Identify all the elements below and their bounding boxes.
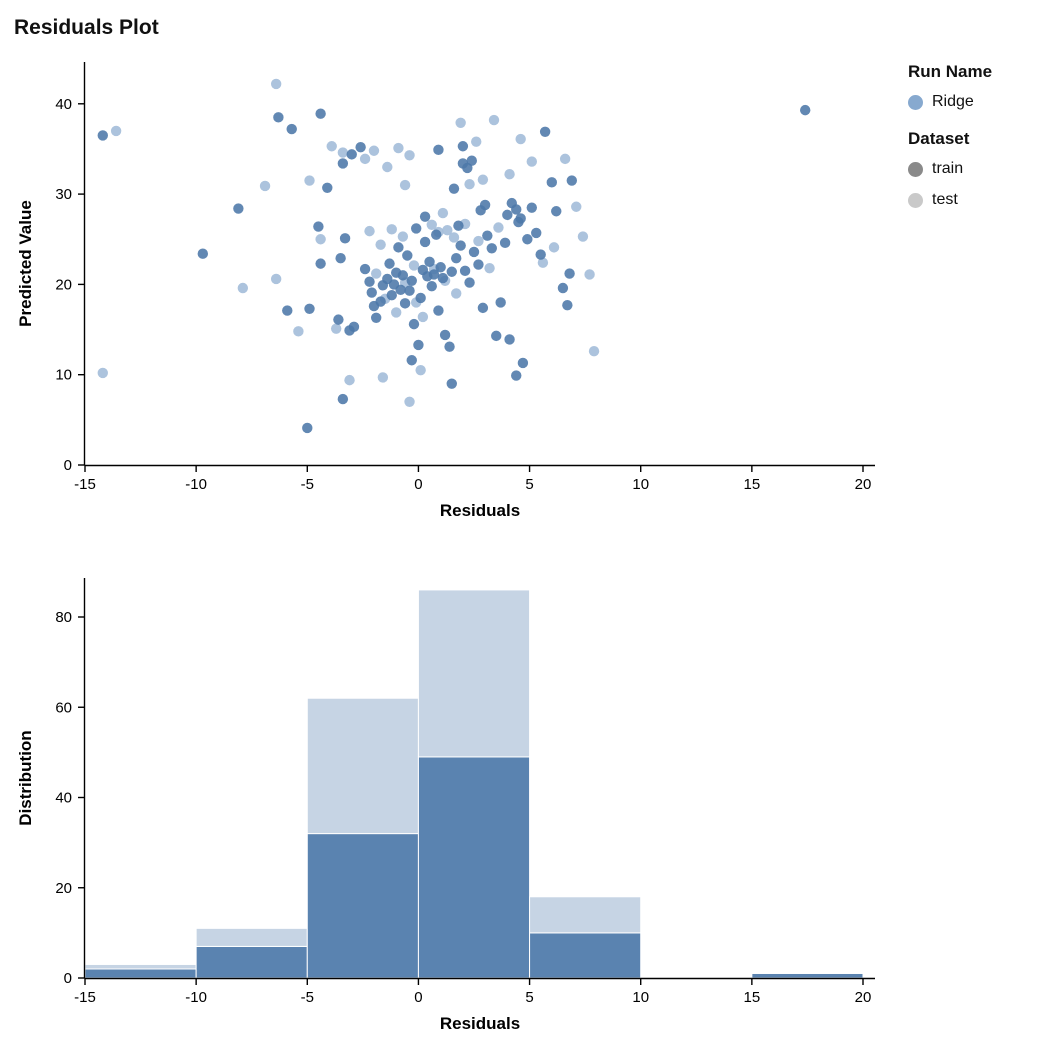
legend-dataset-group: Dataset train test xyxy=(908,129,992,209)
svg-text:-5: -5 xyxy=(301,476,314,493)
svg-text:5: 5 xyxy=(525,989,533,1006)
svg-text:10: 10 xyxy=(55,367,72,384)
legend-run-name-group: Run Name Ridge xyxy=(908,62,992,111)
svg-text:40: 40 xyxy=(55,790,72,807)
legend: Run Name Ridge Dataset train test xyxy=(908,62,992,227)
ridge-swatch-icon xyxy=(908,94,923,110)
svg-text:-15: -15 xyxy=(74,476,96,493)
histogram-xaxis-title: Residuals xyxy=(440,1014,520,1033)
svg-text:40: 40 xyxy=(55,96,72,113)
test-swatch-icon xyxy=(908,192,923,208)
page-title: Residuals Plot xyxy=(14,16,159,39)
scatter-yaxis-title: Predicted Value xyxy=(16,200,35,327)
svg-text:0: 0 xyxy=(414,989,422,1006)
scatter-plot[interactable]: -15 -10 -5 0 5 10 15 20 0 10 20 30 40 Residuals Predic… xyxy=(16,62,875,520)
svg-text:-15: -15 xyxy=(74,989,96,1006)
svg-text:20: 20 xyxy=(55,880,72,897)
legend-item-train[interactable]: train xyxy=(908,160,992,178)
scatter-points-test[interactable] xyxy=(97,78,600,407)
svg-text:15: 15 xyxy=(744,989,761,1006)
histogram-tick-labels: -15 -10 -5 0 5 10 15 20 0 20 40 60 80 xyxy=(55,609,871,1006)
scatter-points-train[interactable] xyxy=(97,104,811,434)
svg-text:20: 20 xyxy=(855,989,872,1006)
svg-text:15: 15 xyxy=(744,476,761,493)
scatter-axes xyxy=(78,62,875,472)
legend-item-label: test xyxy=(932,191,958,208)
legend-run-name-title: Run Name xyxy=(908,62,993,81)
svg-text:-10: -10 xyxy=(185,476,207,493)
legend-dataset-title: Dataset xyxy=(908,129,970,148)
legend-item-label: train xyxy=(932,160,964,177)
svg-text:80: 80 xyxy=(55,609,72,626)
svg-text:-10: -10 xyxy=(185,989,207,1006)
histogram-yaxis-title: Distribution xyxy=(16,730,35,825)
train-swatch-icon xyxy=(908,161,923,177)
histogram-bars[interactable] xyxy=(84,589,864,979)
legend-item-label: Ridge xyxy=(932,93,974,110)
svg-text:0: 0 xyxy=(64,970,72,987)
svg-text:20: 20 xyxy=(55,276,72,293)
histogram-plot[interactable]: -15 -10 -5 0 5 10 15 20 0 20 40 60 80 Residuals Distri… xyxy=(16,578,875,1033)
scatter-xaxis-title: Residuals xyxy=(440,501,520,520)
legend-item-test[interactable]: test xyxy=(908,191,992,209)
histogram-axes xyxy=(78,578,875,985)
svg-text:20: 20 xyxy=(855,476,872,493)
svg-text:0: 0 xyxy=(64,457,72,474)
svg-text:-5: -5 xyxy=(301,989,314,1006)
svg-text:10: 10 xyxy=(632,989,649,1006)
svg-text:10: 10 xyxy=(632,476,649,493)
legend-item-ridge[interactable]: Ridge xyxy=(908,93,992,111)
svg-text:30: 30 xyxy=(55,186,72,203)
scatter-tick-labels: -15 -10 -5 0 5 10 15 20 0 10 20 30 40 xyxy=(55,96,871,493)
svg-text:5: 5 xyxy=(525,476,533,493)
svg-text:0: 0 xyxy=(414,476,422,493)
svg-text:60: 60 xyxy=(55,699,72,716)
